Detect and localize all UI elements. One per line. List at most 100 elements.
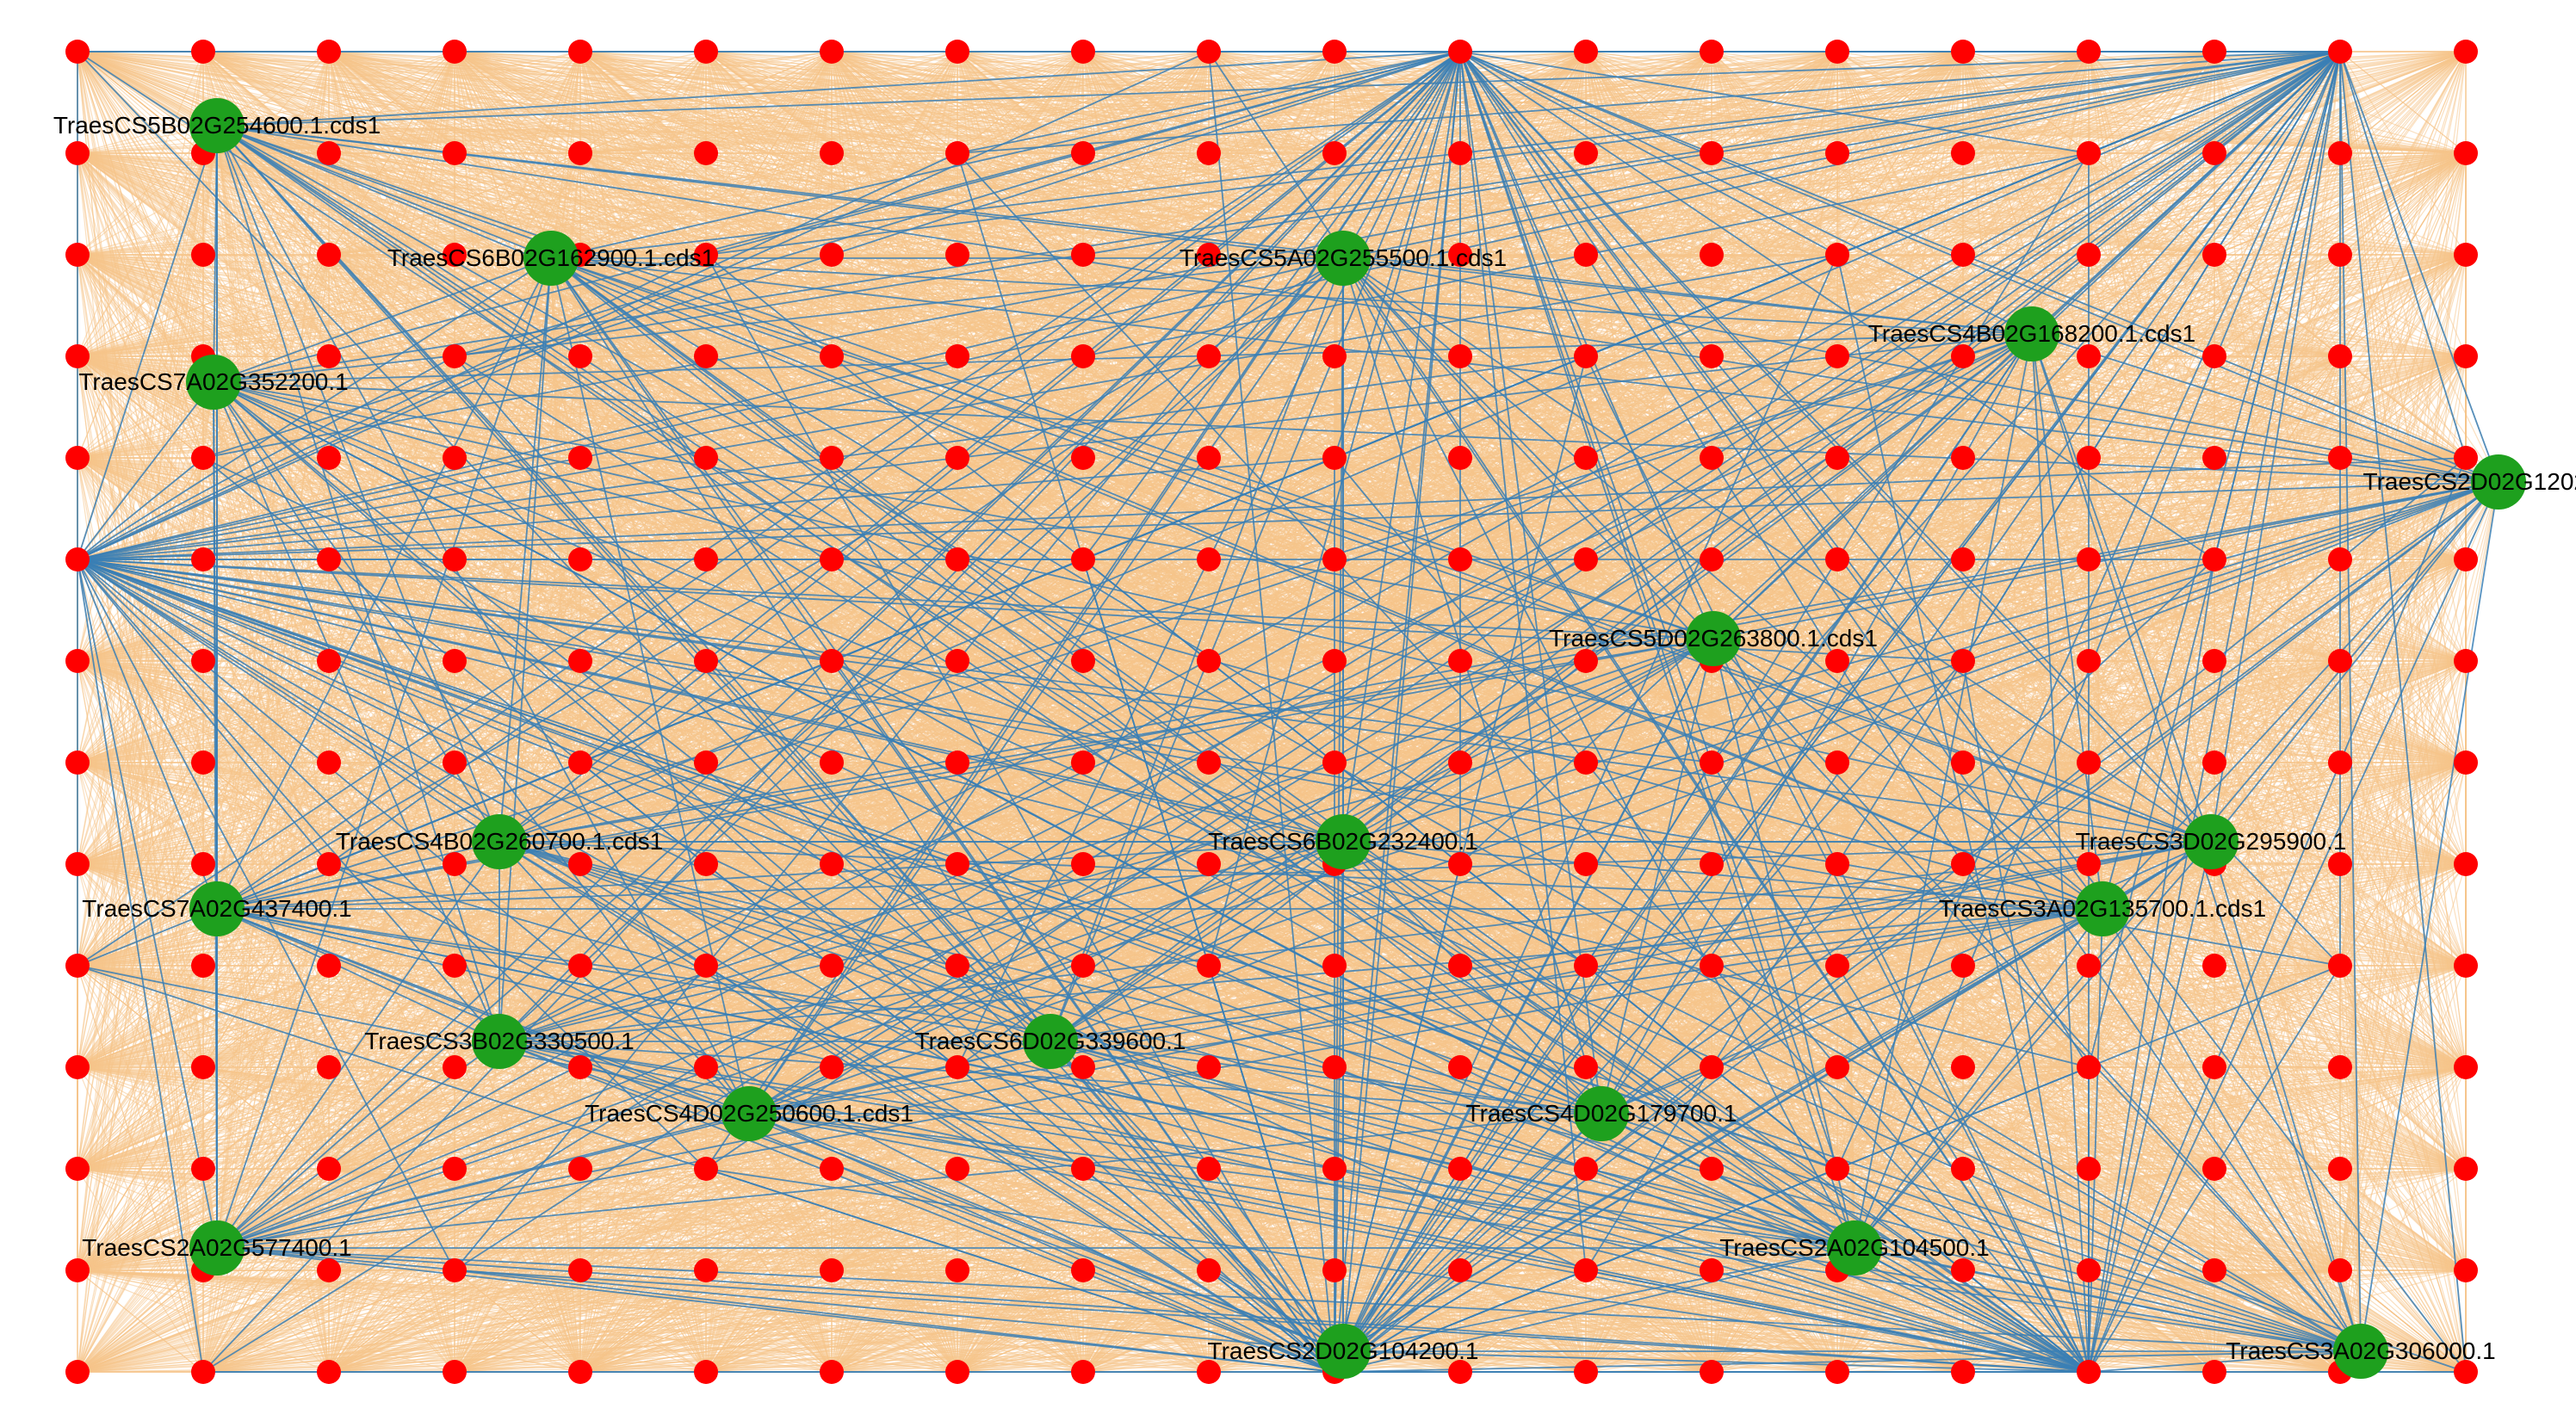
red-node [65,1055,90,1079]
red-node [1071,649,1095,673]
red-node [945,40,969,64]
red-node [65,446,90,470]
red-node [2454,40,2478,64]
red-node [1825,649,1849,673]
red-node [1825,1157,1849,1181]
red-node [820,852,844,876]
red-node [191,852,215,876]
red-node [1951,954,1975,978]
green-node [721,1086,777,1141]
red-node [1574,547,1598,571]
red-node [317,1258,341,1282]
red-node [2077,243,2101,267]
red-node [820,1055,844,1079]
red-node [443,243,467,267]
red-node [1951,1055,1975,1079]
red-node [1448,1055,1472,1079]
red-node [317,547,341,571]
green-node [1316,1324,1371,1379]
green-node [2075,881,2130,936]
red-node [2328,649,2352,673]
red-node [191,649,215,673]
red-node [568,649,592,673]
red-node [1825,1055,1849,1079]
red-node [945,446,969,470]
red-node [2202,243,2226,267]
red-node [1951,141,1975,165]
red-node [1951,243,1975,267]
red-node [1574,1157,1598,1181]
red-node [1448,649,1472,673]
red-node [694,344,718,368]
red-node [2328,852,2352,876]
red-node [1825,1360,1849,1384]
red-node [2077,344,2101,368]
red-node [1197,446,1221,470]
red-node [1322,446,1347,470]
red-node [317,954,341,978]
red-node [317,649,341,673]
red-node [1071,547,1095,571]
red-node [1071,1258,1095,1282]
red-node [568,1157,592,1181]
red-node [65,954,90,978]
red-node [945,954,969,978]
red-node [2454,344,2478,368]
red-node [1574,852,1598,876]
red-node [2328,547,2352,571]
red-node [1825,344,1849,368]
green-node [189,98,245,153]
green-node [523,231,579,286]
red-node [1197,852,1221,876]
red-node [945,852,969,876]
red-node [317,40,341,64]
green-node [2004,306,2059,361]
red-node [317,1360,341,1384]
red-node [1197,547,1221,571]
red-node [1951,649,1975,673]
red-node [1574,751,1598,775]
red-node [694,446,718,470]
red-node [945,243,969,267]
red-node [2077,852,2101,876]
red-node [2454,852,2478,876]
green-node [1574,1086,1629,1141]
red-node [1448,243,1472,267]
red-node [694,40,718,64]
red-node [443,852,467,876]
red-node [2202,649,2226,673]
red-node [65,40,90,64]
red-node [1700,1258,1724,1282]
red-node [568,751,592,775]
red-node [317,1055,341,1079]
red-node [1071,1055,1095,1079]
red-node [1322,141,1347,165]
red-node [2454,243,2478,267]
red-node [65,1157,90,1181]
red-node [2077,40,2101,64]
red-node [2202,446,2226,470]
green-node [2333,1324,2388,1379]
red-node [1071,1360,1095,1384]
red-node [1197,1157,1221,1181]
red-node [1322,649,1347,673]
red-node [191,1157,215,1181]
red-node [820,1157,844,1181]
red-node [820,1258,844,1282]
red-node [1448,446,1472,470]
red-node [2077,1055,2101,1079]
red-node [65,1360,90,1384]
red-node [1448,954,1472,978]
red-node [1071,954,1095,978]
red-node [568,1258,592,1282]
red-node [1574,446,1598,470]
red-node [1700,1157,1724,1181]
red-node [694,751,718,775]
red-node [2202,141,2226,165]
red-node [2077,1258,2101,1282]
red-node [945,1157,969,1181]
red-node [1574,40,1598,64]
red-node [2328,243,2352,267]
red-node [1574,243,1598,267]
red-node [443,649,467,673]
